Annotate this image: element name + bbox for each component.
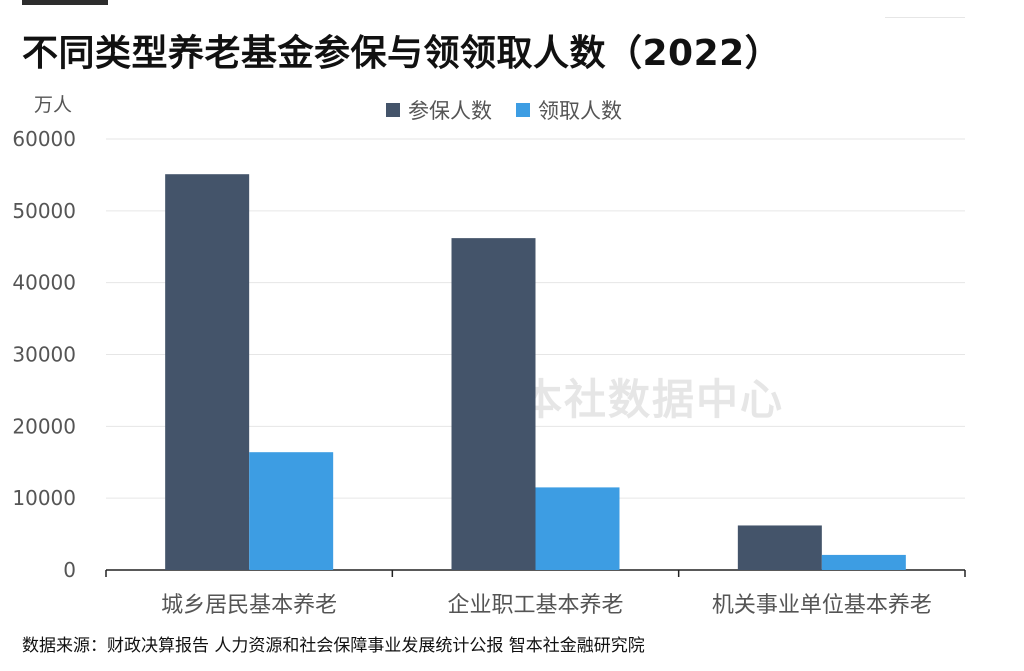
top-accent-bar xyxy=(22,0,108,5)
source-note: 数据来源：财政决算报告 人力资源和社会保障事业发展统计公报 智本社金融研究院 xyxy=(22,636,645,656)
legend-label-series-1: 参保人数 xyxy=(408,99,492,123)
bar-series-2 xyxy=(249,452,334,570)
legend-item-series-2: 领取人数 xyxy=(516,95,622,125)
legend-swatch-series-2 xyxy=(516,103,530,117)
y-axis-unit-label: 万人 xyxy=(34,94,73,116)
y-tick-label: 60000 xyxy=(12,127,76,151)
y-tick-label: 10000 xyxy=(12,486,76,510)
bar-series-2 xyxy=(535,487,620,570)
legend-swatch-series-1 xyxy=(386,103,400,117)
x-category-label: 城乡居民基本养老 xyxy=(161,593,337,618)
legend-item-series-1: 参保人数 xyxy=(386,95,492,125)
bar-series-1 xyxy=(451,238,536,570)
y-tick-label: 0 xyxy=(63,558,76,582)
legend-label-series-2: 领取人数 xyxy=(538,99,622,123)
y-tick-label: 30000 xyxy=(12,343,76,367)
bar-series-1 xyxy=(737,525,822,570)
y-tick-label: 20000 xyxy=(12,414,76,438)
x-category-label: 机关事业单位基本养老 xyxy=(712,593,932,618)
legend: 参保人数 领取人数 xyxy=(386,95,636,125)
x-category-label: 企业职工基本养老 xyxy=(447,593,623,618)
top-right-rule xyxy=(885,17,965,18)
y-tick-label: 50000 xyxy=(12,199,76,223)
chart-title: 不同类型养老基金参保与领领取人数（2022） xyxy=(22,33,782,74)
bar-series-1 xyxy=(165,174,250,570)
bar-series-2 xyxy=(821,554,906,570)
y-tick-label: 40000 xyxy=(12,271,76,295)
